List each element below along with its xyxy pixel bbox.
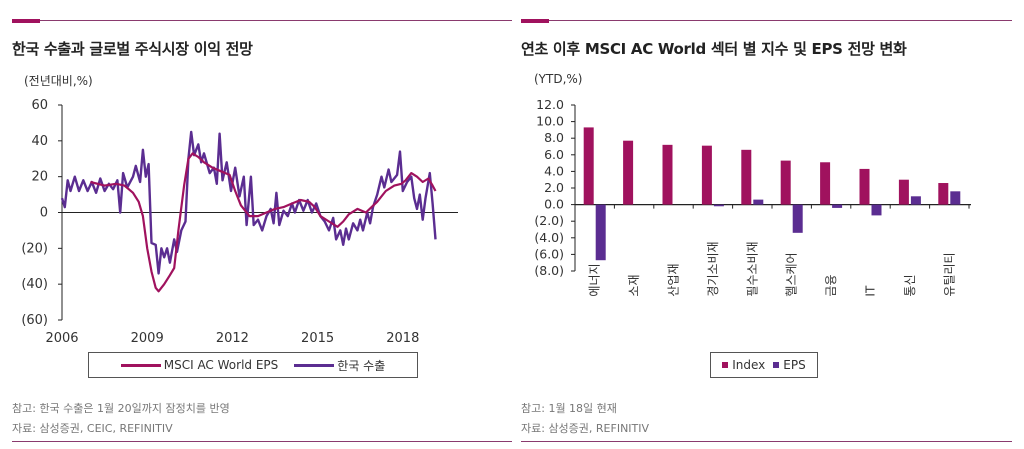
x-category-label: 산업재: [667, 263, 681, 296]
y-tick-label: (60): [21, 313, 48, 328]
legend-item-eps: EPS: [773, 358, 806, 372]
x-category-label: 통신: [903, 275, 917, 297]
y-tick-label: 6.0: [544, 147, 564, 162]
legend-label-msci: MSCI AC World EPS: [163, 358, 279, 372]
y-axis-unit: (YTD,%): [534, 72, 583, 86]
legend-label-korea-export: 한국 수출: [337, 358, 386, 373]
chart-legend: Index EPS: [710, 352, 818, 378]
left-chart-panel: 한국 수출과 글로벌 주식시장 이익 전망 (전년대비,%) 60 40 20 0 (2…: [12, 19, 512, 442]
legend-swatch-msci: [120, 363, 161, 367]
y-tick-label: 4.0: [544, 163, 564, 178]
x-category-label: 헬스케어: [785, 252, 799, 296]
bar-eps: [950, 191, 961, 205]
top-rule: [521, 20, 1012, 21]
x-tick-label: 2018: [386, 331, 419, 346]
bar-index: [623, 140, 634, 205]
x-category-label: 필수소비재: [745, 241, 759, 296]
y-tick-label: (40): [21, 277, 48, 292]
x-category-label: 경기소비재: [706, 241, 720, 296]
x-tick-label: 2012: [216, 331, 249, 346]
y-tick-label: 8.0: [544, 130, 564, 145]
bar-index: [701, 145, 712, 205]
x-category-label: IT: [864, 285, 878, 297]
x-tick-label: 2015: [301, 331, 334, 346]
y-tick-label: 10.0: [536, 114, 564, 129]
legend-item-index: Index: [722, 358, 765, 372]
y-tick-label: (2.0): [534, 213, 564, 228]
chart-source: 자료: 삼성증권, CEIC, REFINITIV: [12, 422, 173, 435]
chart-title: 연초 이후 MSCI AC World 섹터 별 지수 및 EPS 전망 변화: [521, 40, 907, 58]
line-chart: 60 40 20 0 (20) (40) (60) 2006 2009 2012 2015 2018: [21, 98, 458, 346]
chart-legend: MSCI AC World EPS 한국 수출: [88, 352, 418, 378]
x-category-label: 에너지: [588, 263, 602, 296]
bar-index: [898, 179, 909, 205]
bar-eps: [595, 204, 606, 261]
right-chart-panel: 연초 이후 MSCI AC World 섹터 별 지수 및 EPS 전망 변화 …: [512, 0, 1024, 449]
chart-title: 한국 수출과 글로벌 주식시장 이익 전망: [12, 40, 253, 58]
bar-eps: [753, 199, 764, 205]
legend-label-eps: EPS: [783, 358, 806, 372]
x-tick-label: 2009: [131, 331, 164, 346]
bottom-rule: [12, 441, 512, 442]
bar-eps: [832, 204, 843, 208]
legend-label-index: Index: [732, 358, 766, 372]
y-tick-label: 60: [31, 98, 48, 113]
legend-swatch-korea-export: [294, 363, 335, 367]
y-tick-label: 40: [31, 134, 48, 149]
x-category-label: 소재: [627, 275, 641, 297]
series-line-msci-eps: [90, 152, 437, 293]
bar-eps: [713, 204, 724, 207]
bar-index: [583, 127, 594, 205]
x-category-label: 금융: [824, 275, 838, 297]
y-tick-label: 2.0: [544, 180, 564, 195]
bar-eps: [792, 204, 803, 233]
bar-index: [741, 149, 752, 205]
top-rule: [12, 20, 512, 21]
legend-swatch-eps: [773, 362, 780, 368]
legend-swatch-index: [722, 362, 729, 368]
bar-eps: [910, 196, 921, 205]
bar-index: [938, 183, 949, 205]
y-tick-label: (4.0): [534, 230, 564, 245]
chart-note: 참고: 한국 수출은 1월 20일까지 잠정치를 반영: [12, 402, 230, 415]
y-tick-label: 0.0: [544, 197, 564, 212]
bar-chart: 12.0 10.08.0 6.04.0 2.0 0.0(2.0) (4.0)(6.0) (8…: [534, 97, 971, 297]
bar-index: [780, 160, 791, 205]
legend-item-korea-export: 한국 수출: [294, 357, 385, 374]
legend-item-msci: MSCI AC World EPS: [120, 358, 279, 372]
y-axis-unit: (전년대비,%): [24, 74, 93, 88]
x-category-label: 유틸리티: [942, 252, 956, 296]
chart-source: 자료: 삼성증권, REFINITIV: [521, 422, 650, 435]
y-tick-label: (6.0): [534, 246, 564, 261]
bar-index: [859, 168, 870, 205]
bar-index: [820, 162, 831, 205]
x-tick-label: 2006: [45, 331, 78, 346]
y-tick-label: (8.0): [534, 263, 564, 278]
accent-bar: [521, 19, 549, 23]
accent-bar: [12, 19, 40, 23]
y-tick-label: (20): [21, 241, 48, 256]
series-line-korea-export: [60, 130, 437, 275]
bar-eps: [871, 204, 882, 216]
bottom-rule: [521, 441, 1012, 442]
chart-note: 참고: 1월 18일 현재: [521, 402, 617, 415]
bar-index: [662, 144, 673, 205]
y-tick-label: 0: [40, 206, 48, 221]
y-tick-label: 20: [31, 170, 48, 185]
y-tick-label: 12.0: [536, 97, 564, 112]
